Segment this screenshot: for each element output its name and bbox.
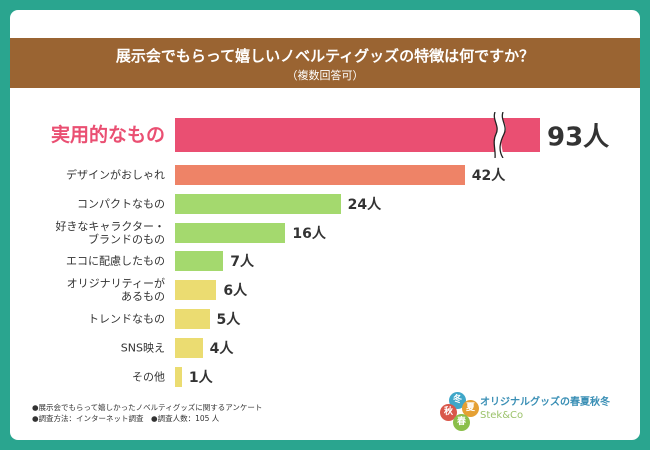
logo-sub: Stek&Co [480, 410, 524, 421]
bar [175, 280, 217, 301]
value-label: 42人 [471, 168, 506, 184]
bar [175, 337, 203, 358]
bar [175, 309, 210, 329]
bar [175, 165, 465, 185]
bar [175, 251, 224, 272]
logo-badge: 夏 [462, 400, 479, 417]
value-label: 6人 [223, 283, 248, 300]
header-band [10, 38, 640, 88]
chart-subtitle: （複数回答可） [286, 69, 364, 82]
bar [175, 366, 182, 387]
value-label: 4人 [209, 340, 234, 357]
value-label: 16人 [292, 225, 326, 242]
logo-badge: 秋 [440, 404, 457, 421]
value-label: 1人 [188, 369, 213, 386]
logo-text: オリジナルグッズの春夏秋冬 [480, 397, 610, 408]
value-label: 24人 [347, 196, 382, 213]
logo-badge: 春 [453, 414, 470, 431]
category-label: コンパクトなもの [77, 197, 165, 211]
footnote: ●調査方法：インターネット調査 ●調査人数：105 人 [32, 414, 220, 423]
bar [175, 193, 341, 214]
bar [175, 222, 286, 243]
category-label: デザインがおしゃれ [66, 168, 165, 182]
value-label: 93人 [547, 122, 610, 153]
category-label: オリジナリティーが あるもの [66, 277, 165, 304]
value-label: 5人 [216, 312, 241, 328]
footnote: ●展示会でもらって嬉しかったノベルティグッズに関するアンケート [32, 403, 263, 412]
category-label: SNS映え [120, 341, 165, 355]
axis-break [493, 112, 506, 158]
category-label: 実用的なもの [50, 124, 165, 146]
value-label: 7人 [230, 254, 255, 271]
bar [175, 118, 540, 152]
category-label: トレンドなもの [88, 312, 165, 326]
chart-title: 展示会でもらって嬉しいノベルティグッズの特徴は何ですか？ [115, 47, 535, 65]
category-label: エコに配慮したもの [66, 254, 165, 268]
category-label: 好きなキャラクター・ ブランドのもの [55, 219, 165, 246]
category-label: その他 [132, 370, 165, 384]
